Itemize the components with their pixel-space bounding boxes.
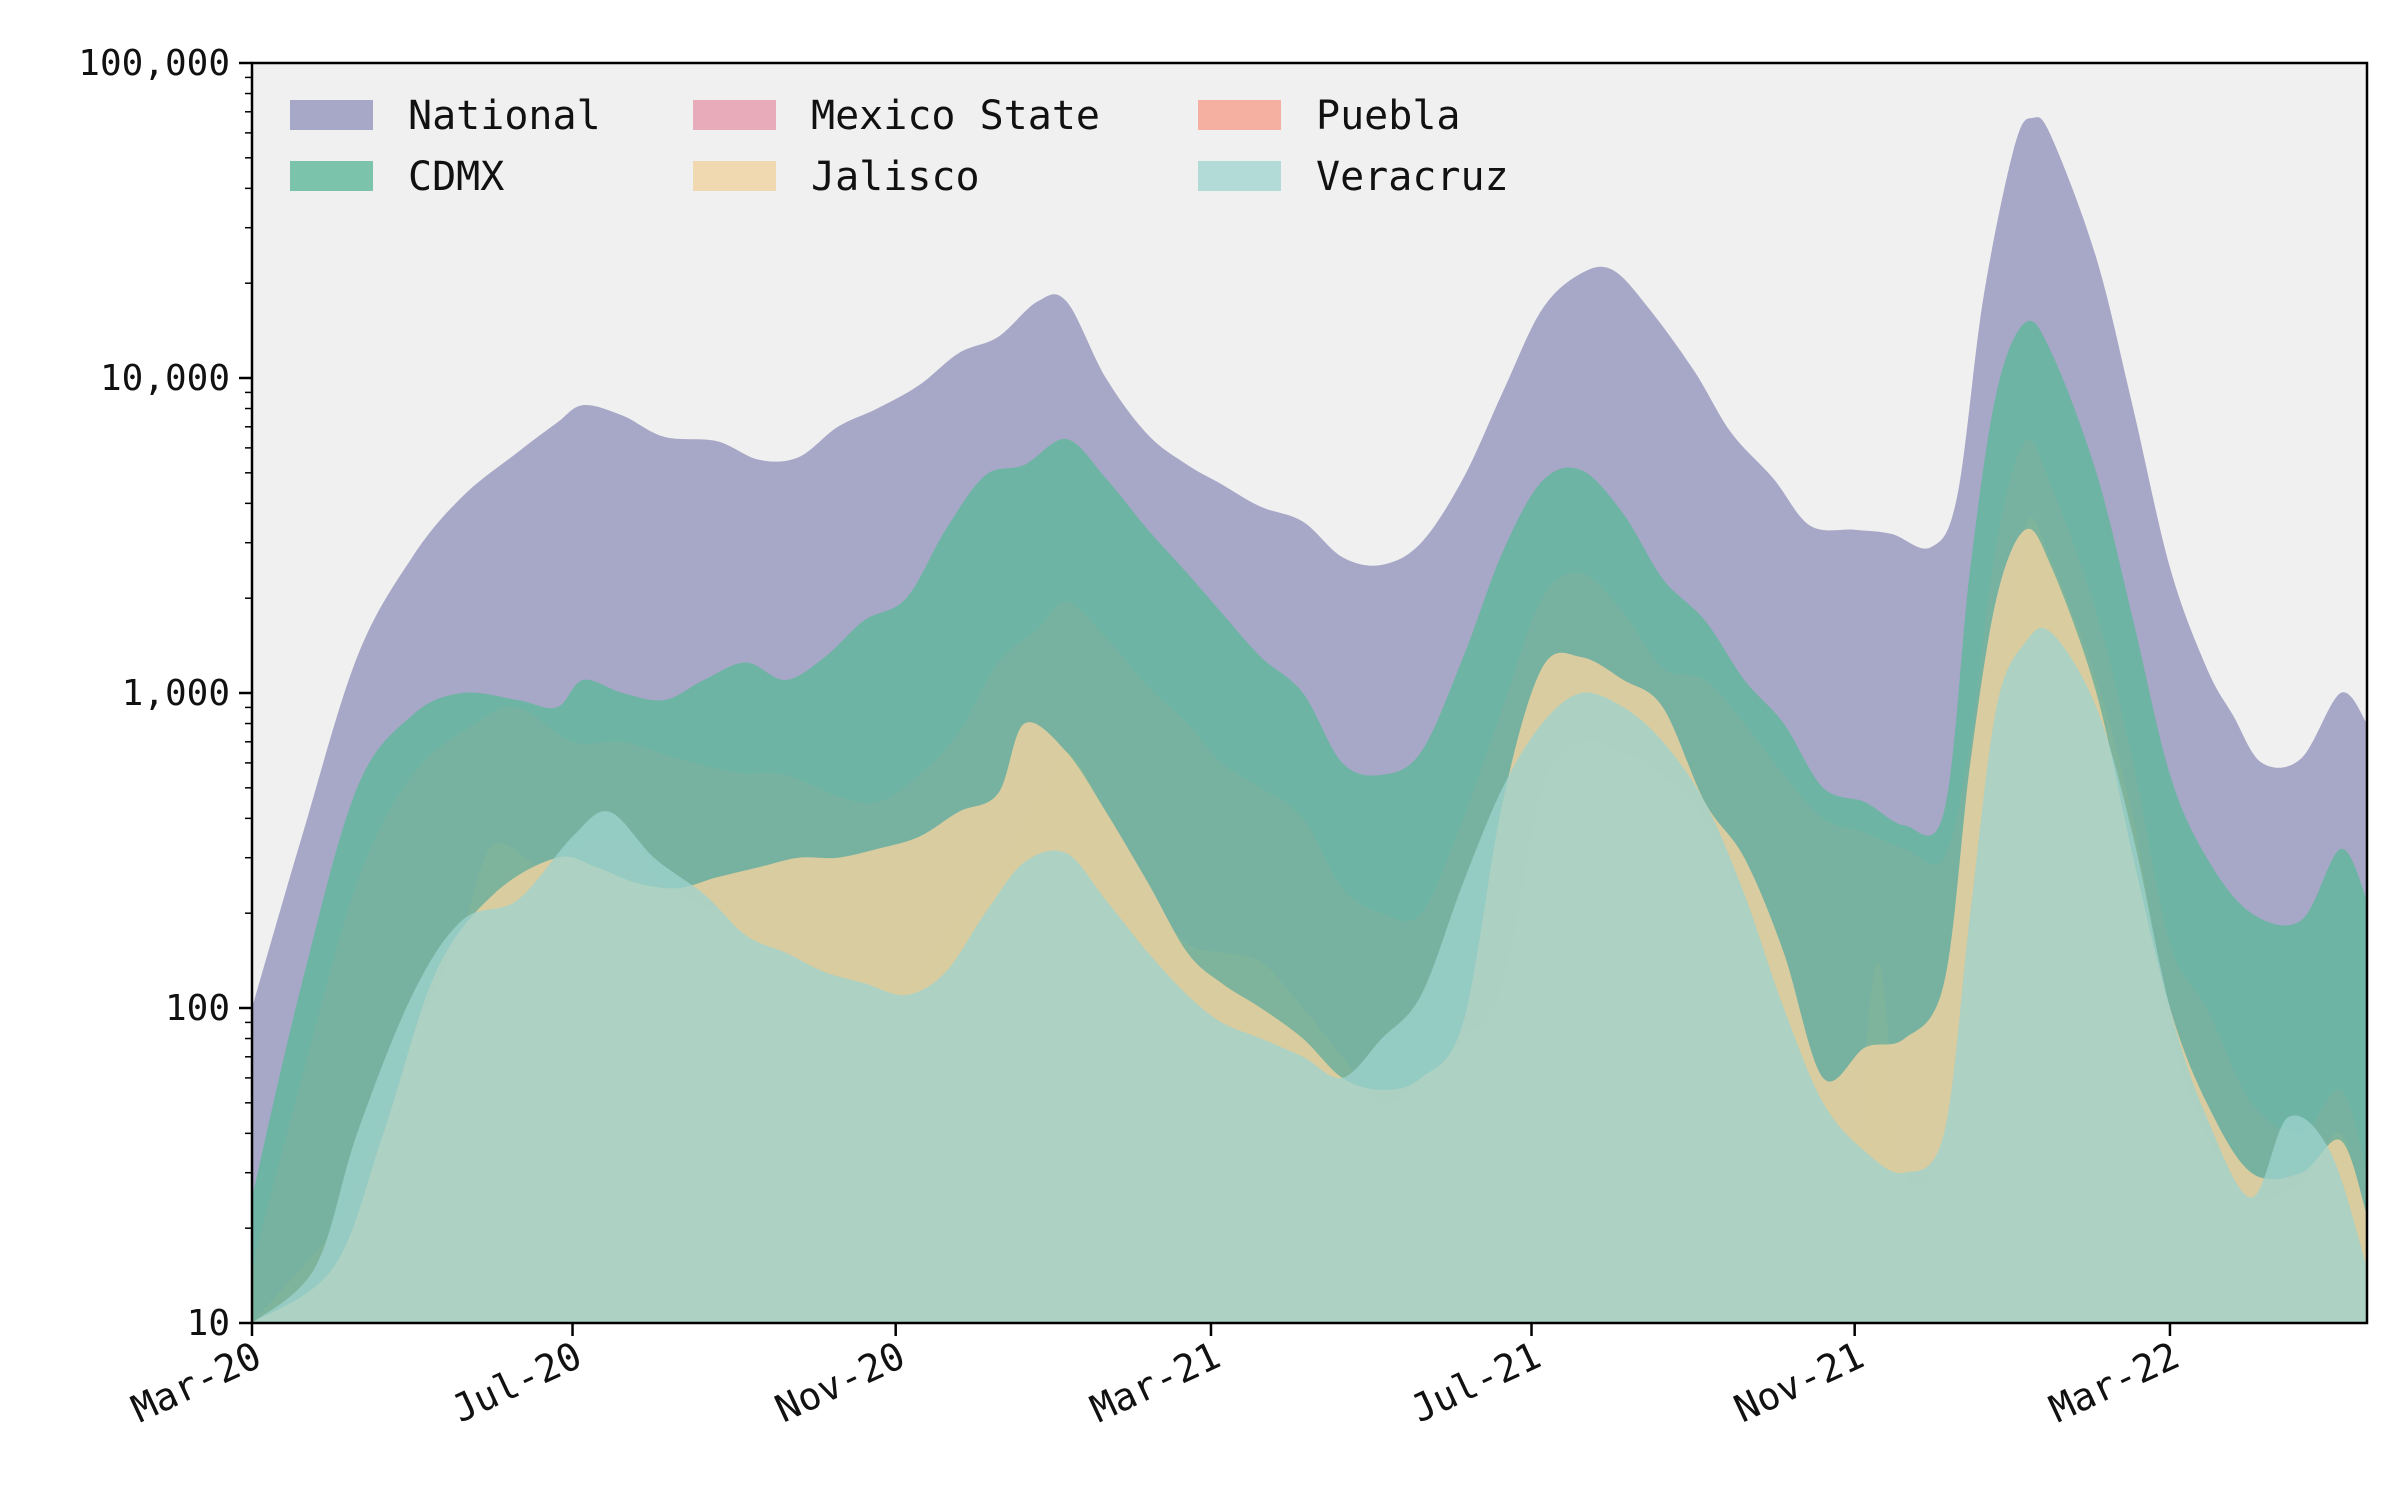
legend-swatch <box>290 100 373 130</box>
legend: National Mexico State Puebla CDMX Jalisco Ver… <box>290 93 1509 200</box>
legend-label: CDMX <box>408 154 504 200</box>
x-tick-label: Mar-21 <box>1084 1333 1227 1431</box>
y-tick-label: 100,000 <box>78 43 230 84</box>
legend-label: Jalisco <box>811 154 980 200</box>
legend-label: Puebla <box>1316 93 1461 139</box>
x-tick-label: Nov-21 <box>1727 1333 1870 1431</box>
x-tick-label: Nov-20 <box>768 1333 911 1431</box>
x-axis: Mar-20 Jul-20 Nov-20 Mar-21 Jul-21 Nov-21 Mar-… <box>125 1323 2186 1431</box>
area-series-group <box>252 117 2367 1323</box>
x-tick-label: Jul-20 <box>445 1333 588 1431</box>
legend-swatch <box>1198 100 1281 130</box>
y-axis: 10 100 1,000 10,000 100,000 <box>78 43 252 1344</box>
y-tick-label: 1,000 <box>122 673 230 714</box>
x-tick-label: Mar-20 <box>125 1333 268 1431</box>
legend-swatch <box>290 161 373 191</box>
legend-label: National <box>408 93 601 139</box>
y-tick-label: 10,000 <box>100 358 230 399</box>
legend-swatch <box>693 161 776 191</box>
legend-swatch <box>693 100 776 130</box>
x-tick-label: Mar-22 <box>2043 1333 2186 1431</box>
legend-swatch <box>1198 161 1281 191</box>
x-tick-label: Jul-21 <box>1404 1333 1547 1431</box>
y-tick-label: 100 <box>165 988 230 1029</box>
legend-label: Mexico State <box>811 93 1100 139</box>
area-series-veracruz <box>252 627 2367 1323</box>
y-tick-label: 10 <box>187 1303 230 1344</box>
legend-label: Veracruz <box>1316 154 1509 200</box>
